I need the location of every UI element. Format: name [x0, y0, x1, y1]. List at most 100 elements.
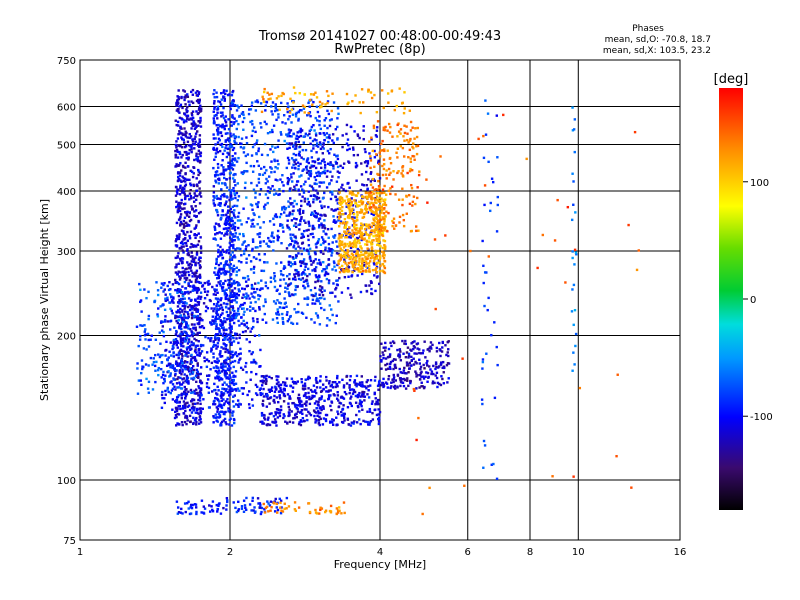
data-point	[188, 334, 191, 338]
data-point	[192, 245, 196, 248]
data-point	[205, 374, 209, 377]
data-point	[193, 376, 196, 380]
data-point	[188, 132, 191, 136]
data-point	[202, 398, 205, 401]
data-point	[294, 115, 298, 118]
data-point	[179, 241, 183, 245]
data-point	[185, 388, 188, 391]
data-point	[190, 118, 194, 121]
data-point	[288, 255, 292, 258]
data-point	[275, 289, 278, 292]
data-point	[358, 257, 361, 261]
data-point	[156, 293, 160, 297]
data-point	[136, 362, 139, 365]
data-point	[250, 292, 253, 295]
data-point	[175, 200, 178, 203]
data-point	[308, 224, 311, 228]
data-point	[220, 354, 224, 358]
data-point	[350, 202, 353, 205]
data-point	[251, 404, 255, 407]
data-point	[328, 421, 332, 424]
data-point	[257, 149, 260, 153]
data-point	[344, 256, 348, 259]
data-point	[200, 350, 204, 353]
data-point	[154, 353, 157, 357]
data-point	[362, 253, 365, 256]
data-point	[364, 231, 368, 234]
data-point	[414, 127, 417, 130]
data-point	[175, 190, 179, 193]
data-point	[228, 385, 232, 388]
data-point	[232, 235, 235, 239]
data-point	[199, 402, 202, 406]
data-point	[375, 266, 378, 270]
data-point	[320, 172, 323, 175]
data-point	[296, 407, 299, 411]
data-point	[256, 320, 259, 324]
data-point	[319, 397, 322, 401]
data-point	[381, 231, 385, 235]
data-point	[356, 395, 359, 399]
data-point	[317, 226, 321, 229]
data-point	[180, 198, 183, 202]
data-point	[266, 189, 270, 193]
data-point	[255, 139, 259, 142]
data-point	[392, 178, 395, 181]
data-point	[303, 268, 306, 272]
data-point	[247, 278, 250, 281]
data-point	[227, 278, 230, 282]
data-point	[265, 405, 269, 408]
data-point	[321, 383, 325, 386]
data-point	[328, 304, 331, 307]
data-point	[239, 303, 243, 307]
data-point	[212, 319, 215, 323]
data-point	[224, 115, 227, 118]
data-point	[316, 241, 319, 244]
data-point	[241, 243, 244, 246]
data-point	[226, 205, 230, 208]
data-point	[315, 171, 318, 175]
data-point	[141, 367, 144, 371]
data-point	[159, 342, 162, 345]
data-point	[192, 416, 195, 420]
data-point	[384, 214, 387, 218]
data-point	[274, 165, 277, 169]
data-point	[229, 333, 232, 337]
data-point	[347, 254, 351, 258]
data-point	[334, 209, 337, 212]
data-point	[239, 357, 242, 360]
data-point	[288, 146, 291, 150]
data-point	[215, 325, 218, 328]
data-point	[352, 148, 355, 151]
data-point	[194, 275, 197, 278]
data-point	[250, 398, 254, 401]
data-point	[303, 249, 306, 252]
data-point	[261, 392, 264, 395]
data-point	[233, 164, 236, 167]
data-point	[189, 169, 192, 173]
data-point	[308, 255, 312, 258]
data-point	[152, 357, 155, 360]
data-point	[219, 410, 222, 414]
data-point	[175, 415, 178, 419]
data-point	[261, 375, 265, 378]
data-point	[196, 314, 200, 318]
data-point	[275, 375, 278, 378]
data-point	[231, 269, 235, 273]
data-point	[222, 347, 225, 350]
data-point	[341, 378, 344, 382]
data-point	[220, 366, 223, 369]
data-point	[353, 216, 356, 219]
data-point	[146, 387, 150, 390]
data-point	[231, 114, 234, 117]
data-point	[292, 246, 295, 249]
data-point	[370, 251, 374, 254]
data-point	[390, 90, 394, 93]
data-point	[262, 395, 266, 398]
data-point	[375, 195, 379, 198]
data-point	[199, 297, 202, 301]
data-point	[336, 283, 339, 287]
data-point	[185, 415, 189, 418]
data-point	[180, 353, 184, 356]
data-point	[290, 121, 293, 124]
